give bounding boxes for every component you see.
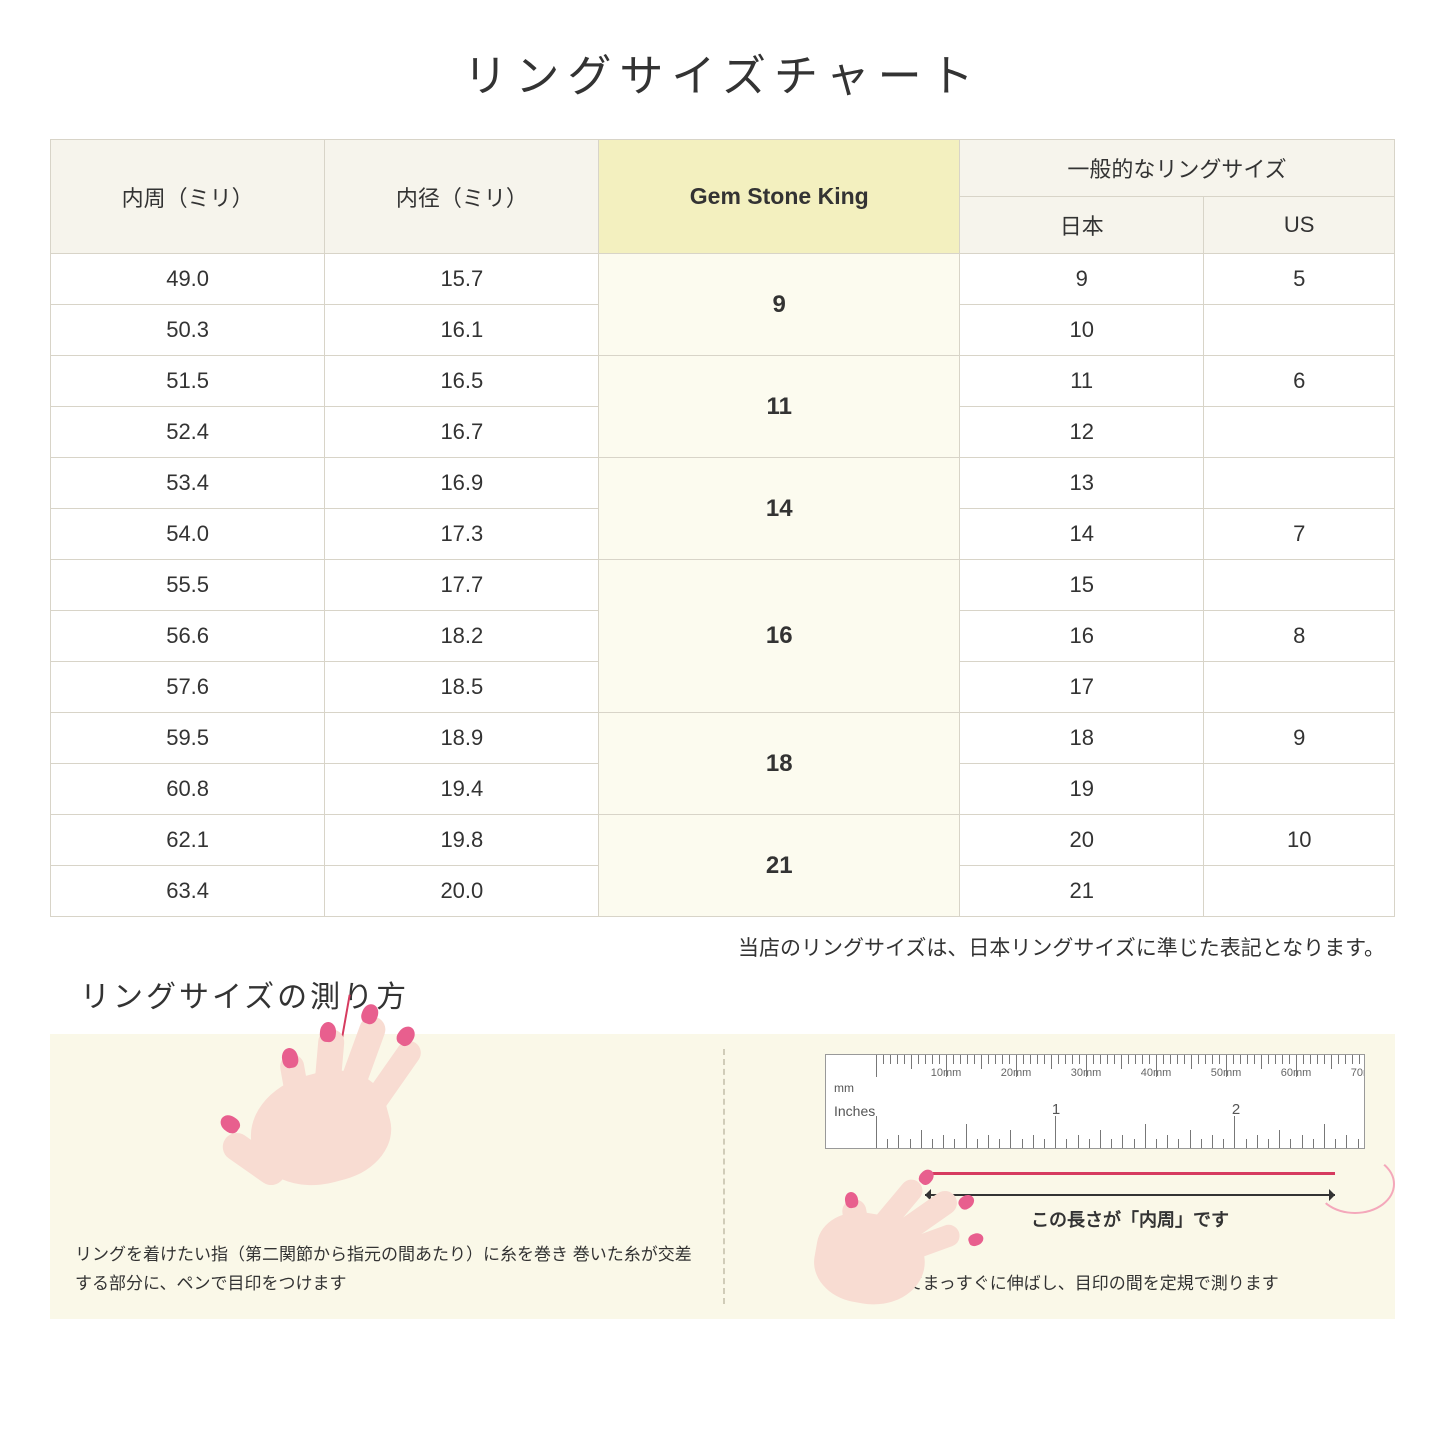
mm-mark: 60mm	[1281, 1067, 1312, 1079]
cell-gsk: 9	[599, 254, 960, 356]
table-row: 62.119.8212010	[51, 815, 1395, 866]
cell-japan: 12	[960, 407, 1204, 458]
col-japan: 日本	[960, 197, 1204, 254]
mm-mark: 70mm	[1351, 1067, 1365, 1079]
cell-diameter: 18.5	[325, 662, 599, 713]
cell-us	[1204, 866, 1395, 917]
cell-circumference: 53.4	[51, 458, 325, 509]
mm-mark: 10mm	[931, 1067, 962, 1079]
ring-size-table: 内周（ミリ） 内径（ミリ） Gem Stone King 一般的なリングサイズ …	[50, 139, 1395, 917]
page-title: リングサイズチャート	[50, 40, 1395, 104]
cell-us: 9	[1204, 713, 1395, 764]
cell-diameter: 20.0	[325, 866, 599, 917]
cell-diameter: 17.3	[325, 509, 599, 560]
cell-us: 6	[1204, 356, 1395, 407]
cell-diameter: 18.9	[325, 713, 599, 764]
cell-us	[1204, 662, 1395, 713]
cell-us: 8	[1204, 611, 1395, 662]
cell-circumference: 59.5	[51, 713, 325, 764]
cell-circumference: 49.0	[51, 254, 325, 305]
cell-diameter: 16.7	[325, 407, 599, 458]
cell-circumference: 51.5	[51, 356, 325, 407]
cell-diameter: 19.8	[325, 815, 599, 866]
measure-step-1: リングを着けたい指（第二関節から指元の間あたり）に糸を巻き 巻いた糸が交差する部…	[50, 1034, 723, 1319]
cell-diameter: 16.5	[325, 356, 599, 407]
mm-mark: 40mm	[1141, 1067, 1172, 1079]
cell-gsk: 16	[599, 560, 960, 713]
cell-japan: 9	[960, 254, 1204, 305]
cell-japan: 19	[960, 764, 1204, 815]
cell-circumference: 57.6	[51, 662, 325, 713]
cell-circumference: 54.0	[51, 509, 325, 560]
ruler-mm-label: mm	[834, 1081, 854, 1095]
cell-diameter: 16.9	[325, 458, 599, 509]
cell-japan: 13	[960, 458, 1204, 509]
cell-circumference: 60.8	[51, 764, 325, 815]
cell-japan: 21	[960, 866, 1204, 917]
cell-us	[1204, 458, 1395, 509]
cell-japan: 18	[960, 713, 1204, 764]
col-us: US	[1204, 197, 1395, 254]
col-circumference: 内周（ミリ）	[51, 140, 325, 254]
cell-diameter: 17.7	[325, 560, 599, 611]
cell-japan: 15	[960, 560, 1204, 611]
cell-diameter: 19.4	[325, 764, 599, 815]
cell-gsk: 11	[599, 356, 960, 458]
inch-mark-1: 1	[1052, 1101, 1060, 1118]
cell-circumference: 50.3	[51, 305, 325, 356]
inch-mark-2: 2	[1232, 1101, 1240, 1118]
mm-mark: 50mm	[1211, 1067, 1242, 1079]
cell-us	[1204, 764, 1395, 815]
hand-illustration-right	[815, 1174, 1015, 1324]
sizing-note: 当店のリングサイズは、日本リングサイズに準じた表記となります。	[50, 932, 1395, 962]
cell-us: 7	[1204, 509, 1395, 560]
mm-mark: 20mm	[1001, 1067, 1032, 1079]
hand-illustration-left	[190, 1004, 510, 1244]
cell-us	[1204, 560, 1395, 611]
table-row: 59.518.918189	[51, 713, 1395, 764]
ruler-inches-label: Inches	[834, 1103, 875, 1119]
cell-japan: 14	[960, 509, 1204, 560]
cell-gsk: 14	[599, 458, 960, 560]
cell-japan: 10	[960, 305, 1204, 356]
cell-gsk: 18	[599, 713, 960, 815]
cell-circumference: 56.6	[51, 611, 325, 662]
measure-panel: リングを着けたい指（第二関節から指元の間あたり）に糸を巻き 巻いた糸が交差する部…	[50, 1034, 1395, 1319]
cell-japan: 11	[960, 356, 1204, 407]
cell-circumference: 62.1	[51, 815, 325, 866]
cell-us: 5	[1204, 254, 1395, 305]
step1-caption: リングを着けたい指（第二関節から指元の間あたり）に糸を巻き 巻いた糸が交差する部…	[75, 1241, 698, 1299]
table-row: 53.416.91413	[51, 458, 1395, 509]
mm-mark: 30mm	[1071, 1067, 1102, 1079]
cell-diameter: 18.2	[325, 611, 599, 662]
cell-japan: 17	[960, 662, 1204, 713]
cell-circumference: 55.5	[51, 560, 325, 611]
ruler-icon: mm Inches 10mm 20mm 30mm 40mm 50mm 60mm 70mm 1…	[825, 1054, 1365, 1149]
cell-circumference: 52.4	[51, 407, 325, 458]
cell-japan: 20	[960, 815, 1204, 866]
table-row: 51.516.511116	[51, 356, 1395, 407]
cell-gsk: 21	[599, 815, 960, 917]
table-row: 49.015.7995	[51, 254, 1395, 305]
ruler-illustration: mm Inches 10mm 20mm 30mm 40mm 50mm 60mm 70mm 1…	[825, 1054, 1365, 1149]
cell-circumference: 63.4	[51, 866, 325, 917]
measure-step-2: mm Inches 10mm 20mm 30mm 40mm 50mm 60mm 70mm 1…	[723, 1034, 1396, 1319]
cell-japan: 16	[960, 611, 1204, 662]
col-gsk: Gem Stone King	[599, 140, 960, 254]
cell-diameter: 15.7	[325, 254, 599, 305]
cell-us: 10	[1204, 815, 1395, 866]
col-diameter: 内径（ミリ）	[325, 140, 599, 254]
cell-us	[1204, 407, 1395, 458]
table-row: 55.517.71615	[51, 560, 1395, 611]
cell-diameter: 16.1	[325, 305, 599, 356]
thread-curl-icon	[1315, 1154, 1395, 1214]
cell-us	[1204, 305, 1395, 356]
col-general: 一般的なリングサイズ	[960, 140, 1395, 197]
